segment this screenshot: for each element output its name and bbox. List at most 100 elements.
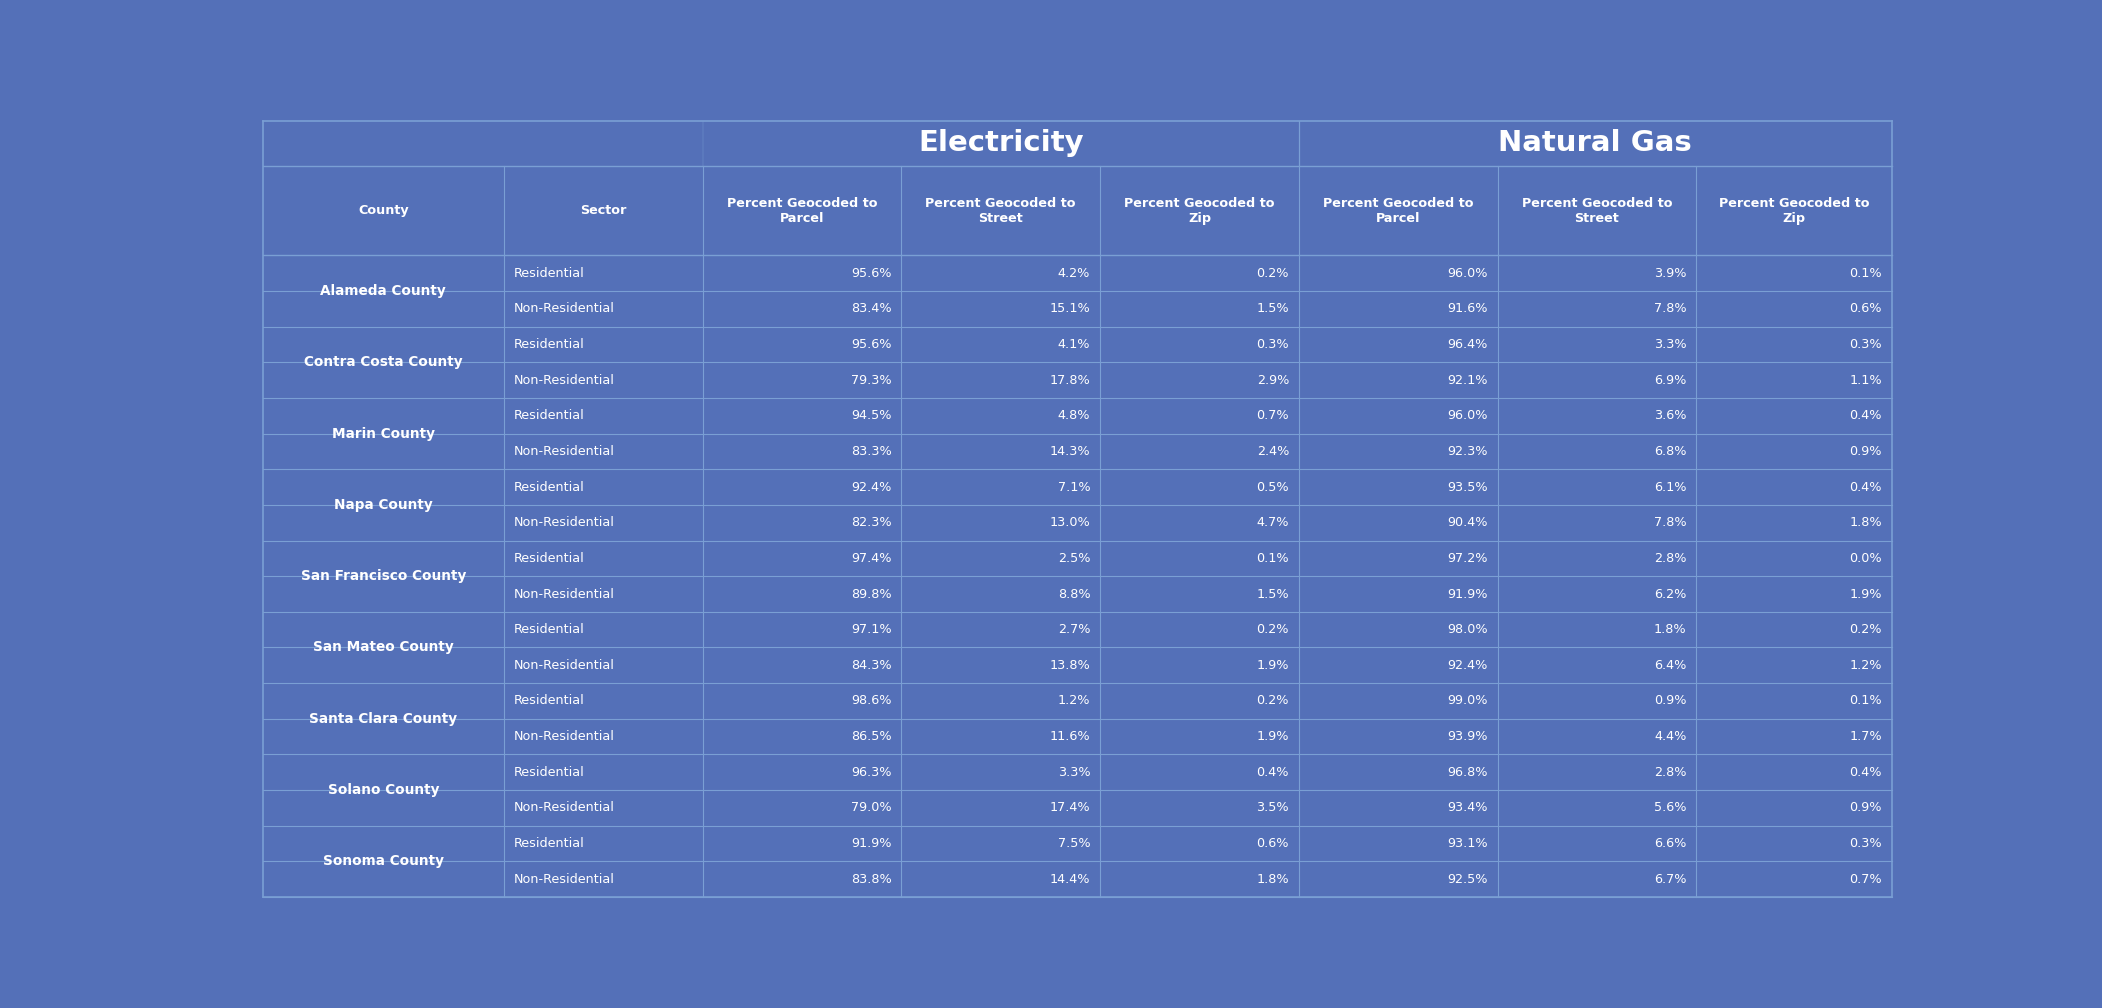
Text: 0.9%: 0.9% <box>1654 695 1686 708</box>
Text: 0.3%: 0.3% <box>1850 338 1881 351</box>
Text: Electricity: Electricity <box>919 129 1083 157</box>
Text: 97.4%: 97.4% <box>851 551 891 564</box>
Text: 1.8%: 1.8% <box>1257 873 1289 886</box>
Text: Residential: Residential <box>513 266 584 279</box>
Text: Percent Geocoded to
Street: Percent Geocoded to Street <box>1522 197 1673 225</box>
Text: 17.4%: 17.4% <box>1049 801 1091 814</box>
Text: 92.5%: 92.5% <box>1448 873 1488 886</box>
Text: 93.1%: 93.1% <box>1446 837 1488 850</box>
Text: 2.7%: 2.7% <box>1057 623 1091 636</box>
Text: 3.3%: 3.3% <box>1057 766 1091 779</box>
Text: 1.9%: 1.9% <box>1257 659 1289 671</box>
Text: 93.5%: 93.5% <box>1446 481 1488 494</box>
Text: 4.2%: 4.2% <box>1057 266 1091 279</box>
Text: 83.8%: 83.8% <box>851 873 891 886</box>
Text: 7.1%: 7.1% <box>1057 481 1091 494</box>
Text: 90.4%: 90.4% <box>1448 516 1488 529</box>
Text: 2.9%: 2.9% <box>1257 374 1289 386</box>
Text: 84.3%: 84.3% <box>851 659 891 671</box>
Text: San Mateo County: San Mateo County <box>313 640 454 654</box>
Text: 3.3%: 3.3% <box>1654 338 1686 351</box>
Text: Non-Residential: Non-Residential <box>513 801 614 814</box>
Text: 1.1%: 1.1% <box>1850 374 1881 386</box>
Text: 6.7%: 6.7% <box>1654 873 1686 886</box>
Text: 92.4%: 92.4% <box>851 481 891 494</box>
Text: 2.5%: 2.5% <box>1057 551 1091 564</box>
Text: 97.1%: 97.1% <box>851 623 891 636</box>
Text: 91.6%: 91.6% <box>1448 302 1488 316</box>
Text: Residential: Residential <box>513 695 584 708</box>
Text: 93.9%: 93.9% <box>1448 730 1488 743</box>
Text: Percent Geocoded to
Zip: Percent Geocoded to Zip <box>1719 197 1869 225</box>
Text: Alameda County: Alameda County <box>320 284 446 298</box>
Text: 7.8%: 7.8% <box>1654 516 1686 529</box>
Text: 7.8%: 7.8% <box>1654 302 1686 316</box>
Text: Non-Residential: Non-Residential <box>513 588 614 601</box>
Text: 15.1%: 15.1% <box>1049 302 1091 316</box>
Text: 1.5%: 1.5% <box>1257 302 1289 316</box>
Text: Non-Residential: Non-Residential <box>513 730 614 743</box>
Text: 83.3%: 83.3% <box>851 445 891 458</box>
Text: 89.8%: 89.8% <box>851 588 891 601</box>
Text: Percent Geocoded to
Zip: Percent Geocoded to Zip <box>1125 197 1274 225</box>
Text: Residential: Residential <box>513 338 584 351</box>
Text: County: County <box>357 204 408 217</box>
Text: 0.1%: 0.1% <box>1850 695 1881 708</box>
Text: 99.0%: 99.0% <box>1448 695 1488 708</box>
Text: 92.3%: 92.3% <box>1448 445 1488 458</box>
Text: 0.7%: 0.7% <box>1257 409 1289 422</box>
Text: Non-Residential: Non-Residential <box>513 374 614 386</box>
Text: 0.4%: 0.4% <box>1850 766 1881 779</box>
Text: Residential: Residential <box>513 481 584 494</box>
Text: 14.4%: 14.4% <box>1049 873 1091 886</box>
Text: 1.9%: 1.9% <box>1257 730 1289 743</box>
Text: 0.4%: 0.4% <box>1850 409 1881 422</box>
Text: Residential: Residential <box>513 766 584 779</box>
Text: 0.3%: 0.3% <box>1257 338 1289 351</box>
Text: 96.0%: 96.0% <box>1448 266 1488 279</box>
Text: 1.8%: 1.8% <box>1850 516 1881 529</box>
Text: 1.2%: 1.2% <box>1850 659 1881 671</box>
Text: 6.9%: 6.9% <box>1654 374 1686 386</box>
Text: Non-Residential: Non-Residential <box>513 302 614 316</box>
Text: 11.6%: 11.6% <box>1049 730 1091 743</box>
Text: 1.5%: 1.5% <box>1257 588 1289 601</box>
Text: Percent Geocoded to
Parcel: Percent Geocoded to Parcel <box>1322 197 1474 225</box>
Text: 1.9%: 1.9% <box>1850 588 1881 601</box>
Text: Contra Costa County: Contra Costa County <box>305 355 462 369</box>
Text: 4.4%: 4.4% <box>1654 730 1686 743</box>
Text: 82.3%: 82.3% <box>851 516 891 529</box>
Text: 8.8%: 8.8% <box>1057 588 1091 601</box>
Text: 96.8%: 96.8% <box>1448 766 1488 779</box>
Text: 1.8%: 1.8% <box>1654 623 1686 636</box>
Text: Napa County: Napa County <box>334 498 433 512</box>
Text: Residential: Residential <box>513 837 584 850</box>
Text: 0.6%: 0.6% <box>1257 837 1289 850</box>
Text: 14.3%: 14.3% <box>1049 445 1091 458</box>
Text: 92.4%: 92.4% <box>1448 659 1488 671</box>
Text: 6.4%: 6.4% <box>1654 659 1686 671</box>
Text: Residential: Residential <box>513 623 584 636</box>
Text: 0.4%: 0.4% <box>1850 481 1881 494</box>
Text: 0.1%: 0.1% <box>1850 266 1881 279</box>
Text: 6.1%: 6.1% <box>1654 481 1686 494</box>
Text: Percent Geocoded to
Parcel: Percent Geocoded to Parcel <box>727 197 877 225</box>
Text: Non-Residential: Non-Residential <box>513 659 614 671</box>
Text: 4.7%: 4.7% <box>1257 516 1289 529</box>
Text: 83.4%: 83.4% <box>851 302 891 316</box>
Text: 13.8%: 13.8% <box>1049 659 1091 671</box>
Text: 3.6%: 3.6% <box>1654 409 1686 422</box>
Text: Marin County: Marin County <box>332 426 435 440</box>
Text: San Francisco County: San Francisco County <box>301 570 467 584</box>
Text: Santa Clara County: Santa Clara County <box>309 712 458 726</box>
Text: Non-Residential: Non-Residential <box>513 516 614 529</box>
Text: Non-Residential: Non-Residential <box>513 445 614 458</box>
Text: 91.9%: 91.9% <box>851 837 891 850</box>
Text: 0.2%: 0.2% <box>1257 695 1289 708</box>
Text: Solano County: Solano County <box>328 783 439 797</box>
Text: 2.8%: 2.8% <box>1654 551 1686 564</box>
Text: 0.1%: 0.1% <box>1257 551 1289 564</box>
Text: 4.8%: 4.8% <box>1057 409 1091 422</box>
Text: Sonoma County: Sonoma County <box>324 855 444 869</box>
Text: 79.3%: 79.3% <box>851 374 891 386</box>
